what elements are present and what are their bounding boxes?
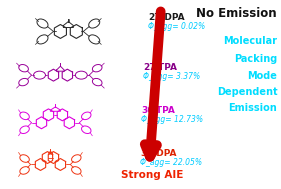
Text: No Emission: No Emission xyxy=(196,7,276,20)
Text: 36-TPA: 36-TPA xyxy=(141,106,175,115)
Text: Φ_agg= 3.37%: Φ_agg= 3.37% xyxy=(143,72,200,81)
Text: 36-DPA: 36-DPA xyxy=(140,149,176,158)
Text: Dependent: Dependent xyxy=(217,87,277,97)
Text: Φ_agg= 0.02%: Φ_agg= 0.02% xyxy=(148,22,205,31)
Text: 27-TPA: 27-TPA xyxy=(143,63,177,72)
Text: Φ_agg= 22.05%: Φ_agg= 22.05% xyxy=(140,158,202,167)
Text: Molecular: Molecular xyxy=(223,36,277,46)
Text: Mode: Mode xyxy=(248,71,277,81)
FancyArrowPatch shape xyxy=(145,11,161,157)
Text: Φ_agg= 12.73%: Φ_agg= 12.73% xyxy=(141,115,203,124)
Text: Emission: Emission xyxy=(228,103,277,113)
Text: 27-DPA: 27-DPA xyxy=(148,13,185,22)
Text: Strong AIE: Strong AIE xyxy=(121,170,183,180)
Text: Packing: Packing xyxy=(234,54,277,64)
